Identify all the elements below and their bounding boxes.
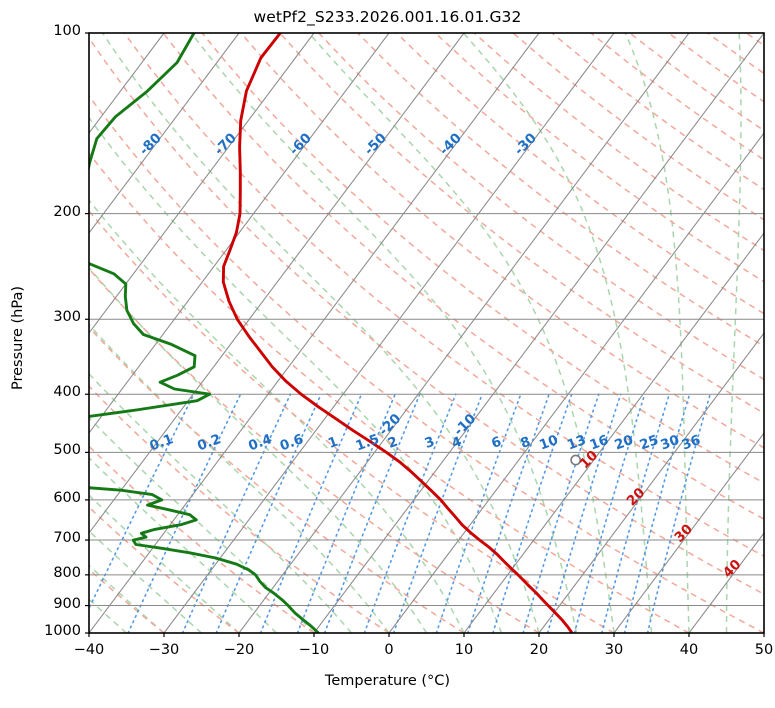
y-tick-label: 500 [53, 442, 81, 459]
grid-inline-label: 30 [658, 432, 681, 453]
plot-background [89, 33, 764, 633]
y-tick-label: 400 [53, 384, 81, 401]
x-tick-label: −30 [148, 642, 180, 658]
isobar-lines [89, 33, 764, 633]
temperature-curve [221, 33, 574, 633]
dry-adiabat-lines [89, 33, 764, 633]
y-tick-label: 600 [53, 489, 81, 506]
sounding-curves [89, 33, 574, 633]
grid-inline-label: 1.5 [354, 431, 382, 454]
y-tick-label: 100 [53, 23, 81, 39]
x-tick-label: 20 [529, 642, 549, 658]
chart-title: wetPf2_S233.2026.001.16.01.G32 [253, 8, 522, 26]
x-tick-label: 40 [679, 642, 699, 658]
x-tick-label: −10 [298, 642, 330, 658]
grid-inline-label: 13 [565, 432, 588, 453]
x-axis-label: Temperature (°C) [324, 673, 451, 689]
y-tick-label: 1000 [44, 623, 81, 639]
grid-inline-label: 25 [638, 432, 661, 453]
y-tick-label: 900 [53, 595, 81, 612]
grid-inline-label: 10 [537, 432, 560, 453]
y-tick-label: 200 [53, 203, 81, 220]
x-tick-label: 10 [454, 642, 474, 658]
x-tick-label: 50 [754, 642, 774, 658]
sounding-markers [570, 454, 582, 466]
grid-inline-label: 0.2 [195, 431, 223, 454]
x-tick-label: 0 [384, 642, 394, 658]
grid-inline-label: 36 [680, 432, 703, 453]
y-tick-label: 800 [53, 564, 81, 581]
lcl-marker [570, 454, 582, 466]
x-tick-label: 30 [604, 642, 624, 658]
dewpoint-curve [89, 33, 320, 633]
y-tick-label: 700 [53, 530, 81, 547]
grid-inline-label: 20 [612, 432, 635, 453]
y-tick-label: 300 [53, 309, 81, 326]
x-tick-label: −20 [223, 642, 255, 658]
grid-inline-label: 16 [588, 432, 611, 453]
x-tick-label: −40 [73, 642, 105, 658]
plot-border [88, 32, 765, 634]
grid-inline-label: 0.6 [278, 431, 306, 454]
grid-inline-label: 0.4 [246, 431, 274, 454]
y-axis-label: Pressure (hPa) [10, 286, 26, 391]
grid-inline-label: 0.1 [148, 431, 176, 454]
